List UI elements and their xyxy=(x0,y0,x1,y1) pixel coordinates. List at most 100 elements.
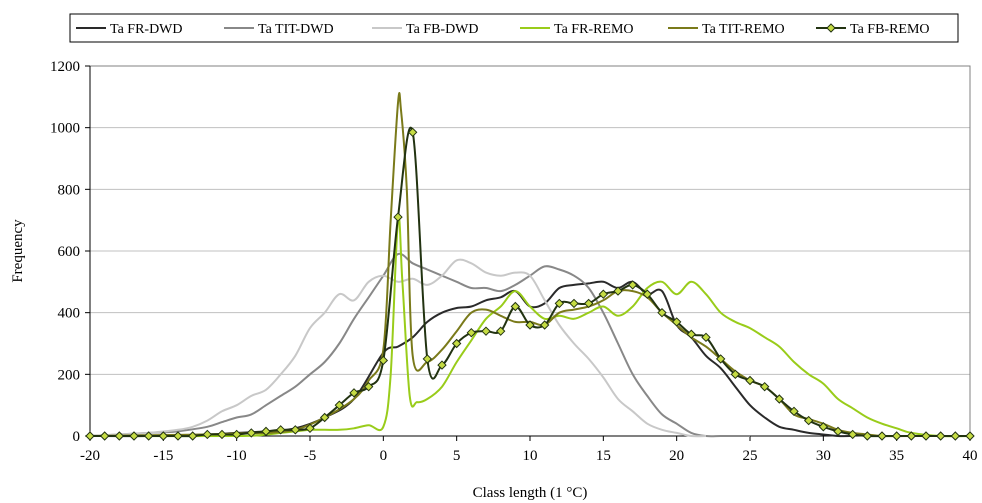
x-axis-label: Class length (1 °C) xyxy=(473,485,588,501)
data-point xyxy=(965,431,975,441)
data-point xyxy=(378,355,389,366)
data-point xyxy=(217,429,227,440)
series-ta-fb-remo xyxy=(85,126,975,441)
data-point xyxy=(495,326,506,336)
data-point xyxy=(466,328,477,338)
data-point xyxy=(935,431,946,441)
data-point xyxy=(554,298,565,309)
y-tick-label: 1200 xyxy=(50,59,80,75)
data-point xyxy=(613,286,623,296)
series-line xyxy=(90,126,970,438)
x-tick-label: 35 xyxy=(889,448,904,464)
data-point xyxy=(789,406,799,417)
data-point xyxy=(187,431,198,441)
data-point xyxy=(539,320,550,330)
data-point xyxy=(583,298,594,309)
data-point xyxy=(261,426,271,437)
data-point xyxy=(231,429,242,440)
y-tick-label: 400 xyxy=(58,306,81,322)
x-tick-label: 10 xyxy=(523,448,538,464)
legend-label: Ta TIT-REMO xyxy=(702,22,785,37)
data-point xyxy=(774,394,785,404)
data-point xyxy=(510,301,521,312)
data-point xyxy=(143,431,154,441)
data-point xyxy=(686,329,697,339)
series-ta-fb-dwd xyxy=(89,258,707,438)
data-point xyxy=(99,431,110,441)
legend-label: Ta FR-DWD xyxy=(110,22,183,37)
data-point xyxy=(129,431,139,441)
data-point xyxy=(921,431,931,441)
series-ta-fr-dwd xyxy=(89,280,853,438)
data-point xyxy=(745,375,755,386)
data-point xyxy=(730,369,741,380)
data-point xyxy=(334,400,345,410)
series-line xyxy=(89,258,707,438)
data-point xyxy=(173,431,183,441)
data-point xyxy=(275,425,286,435)
y-tick-label: 600 xyxy=(58,244,81,260)
x-tick-label: 25 xyxy=(743,448,758,464)
series-line xyxy=(89,280,853,438)
x-tick-label: -5 xyxy=(304,448,317,464)
data-point xyxy=(349,388,359,398)
y-tick-label: 200 xyxy=(58,367,81,383)
x-tick-label: -20 xyxy=(80,448,100,464)
x-tick-label: -15 xyxy=(153,448,173,464)
series-line xyxy=(89,92,970,438)
data-point xyxy=(818,422,829,432)
data-point xyxy=(891,431,902,441)
x-tick-label: 30 xyxy=(816,448,831,464)
data-point xyxy=(833,426,843,437)
data-point xyxy=(319,412,330,423)
data-point xyxy=(877,431,887,441)
data-point xyxy=(701,332,711,343)
data-point xyxy=(950,431,961,441)
data-point xyxy=(671,317,682,327)
legend-label: Ta FB-REMO xyxy=(850,22,930,37)
data-point xyxy=(803,415,814,426)
data-point xyxy=(627,280,638,290)
data-point xyxy=(862,431,873,441)
y-tick-label: 0 xyxy=(73,429,81,445)
data-point xyxy=(437,360,447,370)
data-point xyxy=(715,354,726,364)
data-point xyxy=(393,212,403,222)
series-line xyxy=(89,216,971,438)
data-point xyxy=(525,320,535,330)
x-tick-label: 15 xyxy=(596,448,611,464)
data-point xyxy=(481,326,491,336)
data-point xyxy=(158,431,169,441)
x-tick-label: 20 xyxy=(669,448,684,464)
series-ta-fr-remo xyxy=(89,216,971,438)
data-point xyxy=(569,298,579,309)
data-point xyxy=(598,289,609,299)
x-tick-label: 40 xyxy=(963,448,978,464)
data-point xyxy=(246,428,257,438)
series-ta-tit-remo xyxy=(89,92,970,438)
data-point xyxy=(363,381,374,392)
x-tick-label: 5 xyxy=(453,448,461,464)
legend: Ta FR-DWD Ta TIT-DWD Ta FB-DWD Ta FR-REMO Ta… xyxy=(69,13,959,43)
data-point xyxy=(85,431,95,441)
gridlines xyxy=(90,127,970,375)
y-tick-label: 1000 xyxy=(50,121,80,137)
data-point xyxy=(847,429,858,440)
data-point xyxy=(759,381,770,392)
data-point xyxy=(642,289,653,299)
data-point xyxy=(451,338,462,349)
x-tick-label: 0 xyxy=(380,448,388,464)
data-point xyxy=(407,127,418,137)
legend-box xyxy=(69,13,959,43)
data-point xyxy=(906,431,917,441)
legend-label: Ta FR-REMO xyxy=(554,22,634,37)
data-point xyxy=(422,354,433,364)
legend-label: Ta FB-DWD xyxy=(406,22,479,37)
x-tick-label: -10 xyxy=(227,448,247,464)
y-tick-label: 800 xyxy=(58,182,81,198)
data-point xyxy=(305,423,315,433)
legend-marker xyxy=(826,23,836,33)
series-group xyxy=(85,92,975,441)
axes: 0 200 400 600 800 1000 1200 -20 -15 -10 -5 0 5 10 15 20… xyxy=(50,59,978,464)
